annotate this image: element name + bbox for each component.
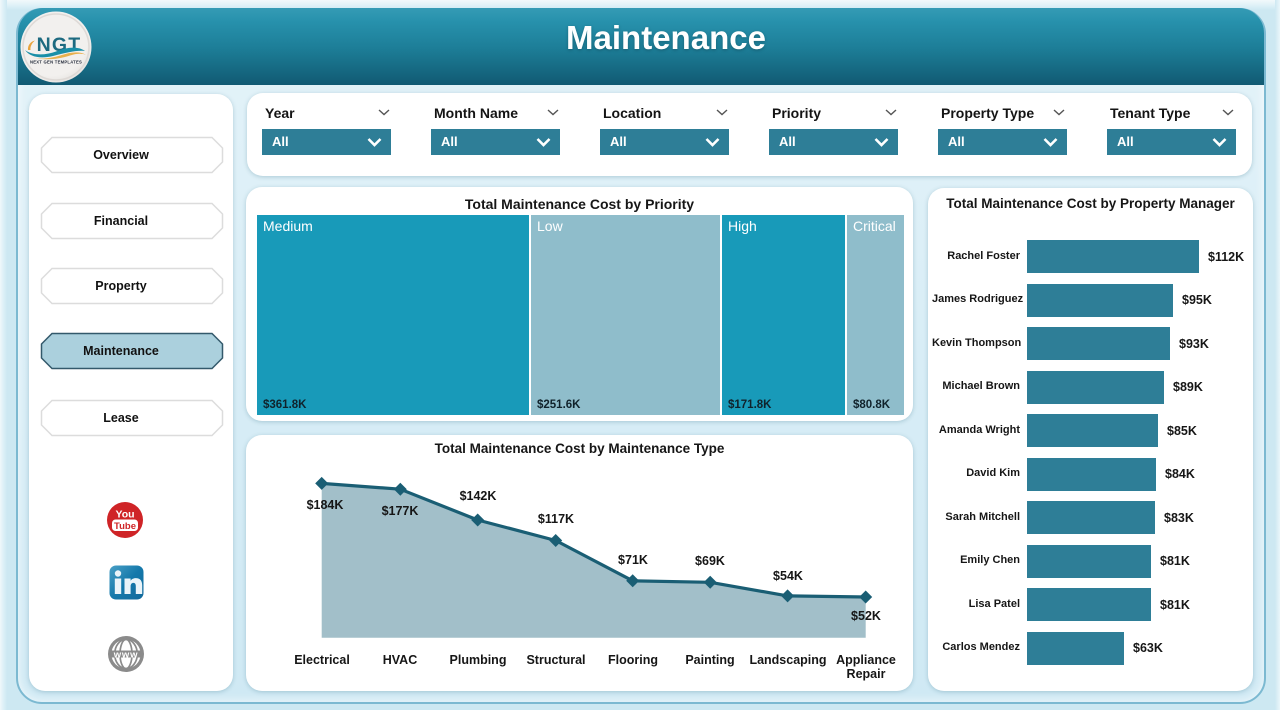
svg-text:Tube: Tube xyxy=(114,521,136,532)
svg-text:NEXT GEN TEMPLATES: NEXT GEN TEMPLATES xyxy=(30,60,82,65)
svg-text:www: www xyxy=(113,649,139,660)
svg-text:You: You xyxy=(115,509,134,521)
